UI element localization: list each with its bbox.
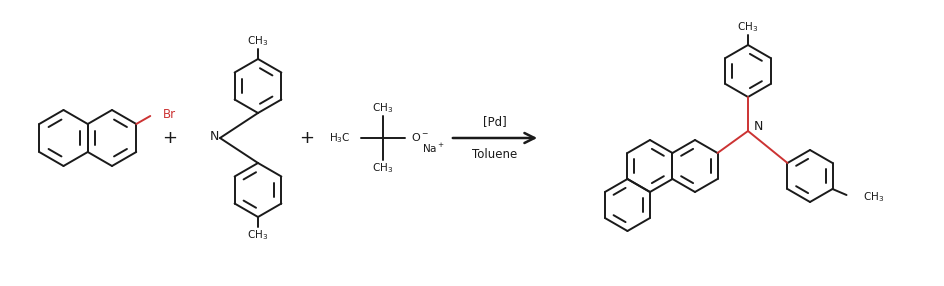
Text: CH$_3$: CH$_3$ — [737, 20, 759, 34]
Text: [Pd]: [Pd] — [483, 116, 507, 128]
Text: H$_3$C: H$_3$C — [329, 131, 351, 145]
Text: CH$_3$: CH$_3$ — [372, 101, 394, 115]
Text: CH$_3$: CH$_3$ — [247, 228, 269, 242]
Text: Br: Br — [163, 108, 177, 122]
Text: O$^-$: O$^-$ — [411, 131, 429, 143]
Text: CH$_3$: CH$_3$ — [863, 190, 884, 204]
Text: Toluene: Toluene — [472, 148, 517, 160]
Text: +: + — [299, 129, 314, 147]
Text: CH$_3$: CH$_3$ — [372, 161, 394, 175]
Text: N: N — [753, 120, 763, 134]
Text: N: N — [210, 130, 219, 144]
Text: CH$_3$: CH$_3$ — [247, 34, 269, 48]
Text: Na$^+$: Na$^+$ — [422, 142, 445, 154]
Text: +: + — [162, 129, 177, 147]
